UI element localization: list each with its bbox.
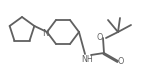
Text: N: N bbox=[42, 28, 48, 37]
Text: NH: NH bbox=[81, 56, 93, 65]
Text: O: O bbox=[97, 33, 103, 41]
Text: O: O bbox=[118, 58, 124, 67]
